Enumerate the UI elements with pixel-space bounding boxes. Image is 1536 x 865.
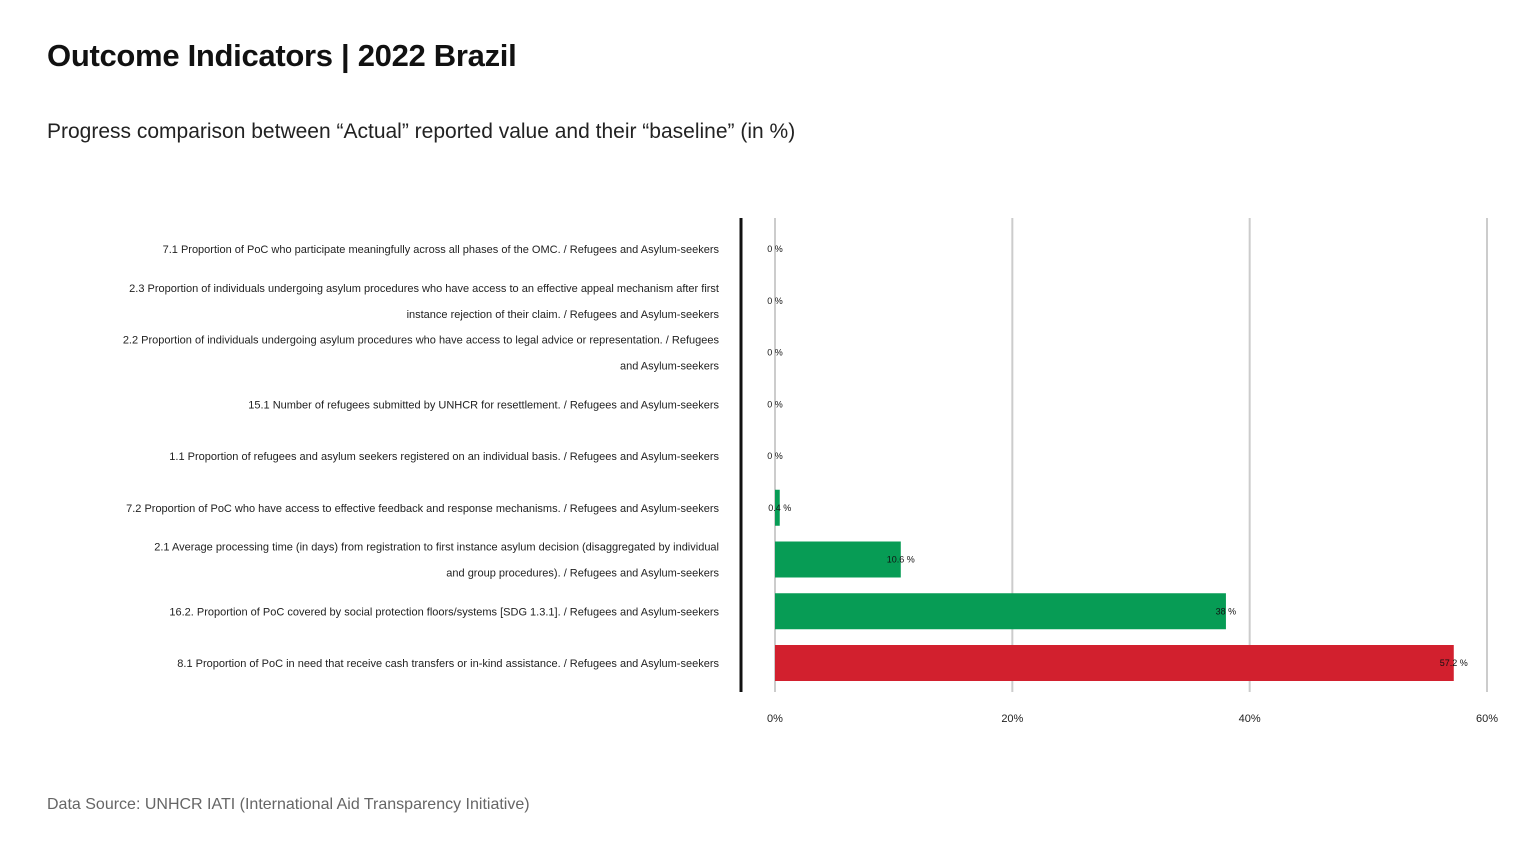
data-label: 38 %	[1216, 606, 1237, 616]
data-label: 0 %	[767, 244, 783, 254]
category-label: 16.2. Proportion of PoC covered by socia…	[169, 606, 719, 618]
category-label: 1.1 Proportion of refugees and asylum se…	[169, 451, 719, 463]
data-label: 0 %	[767, 451, 783, 461]
data-label: 0 %	[767, 348, 783, 358]
data-label: 0 %	[767, 296, 783, 306]
category-label: and Asylum-seekers	[620, 361, 720, 373]
category-label: 8.1 Proportion of PoC in need that recei…	[177, 658, 719, 670]
category-label: and group procedures). / Refugees and As…	[446, 568, 719, 580]
category-label: 2.2 Proportion of individuals undergoing…	[123, 335, 720, 347]
x-tick-label: 40%	[1239, 713, 1261, 725]
bar	[775, 645, 1454, 681]
x-tick-label: 20%	[1001, 713, 1023, 725]
category-label: instance rejection of their claim. / Ref…	[407, 309, 720, 321]
category-label: 15.1 Number of refugees submitted by UNH…	[248, 399, 719, 411]
data-label: 57.2 %	[1440, 658, 1468, 668]
category-label: 7.1 Proportion of PoC who participate me…	[163, 244, 720, 256]
bar	[775, 489, 780, 526]
category-label: 7.2 Proportion of PoC who have access to…	[126, 503, 719, 515]
chart-subtitle: Progress comparison between “Actual” rep…	[47, 120, 796, 143]
category-label: 2.1 Average processing time (in days) fr…	[154, 542, 719, 554]
bar	[775, 593, 1226, 630]
data-source-note: Data Source: UNHCR IATI (International A…	[47, 796, 530, 813]
data-label: 10.6 %	[887, 555, 915, 565]
x-tick-label: 0%	[767, 713, 783, 725]
data-label: 0.4 %	[768, 503, 791, 513]
data-label: 0 %	[767, 399, 783, 409]
chart-title: Outcome Indicators | 2022 Brazil	[47, 38, 517, 73]
bar	[775, 541, 901, 578]
x-tick-label: 60%	[1476, 713, 1498, 725]
category-label: 2.3 Proportion of individuals undergoing…	[129, 283, 719, 295]
